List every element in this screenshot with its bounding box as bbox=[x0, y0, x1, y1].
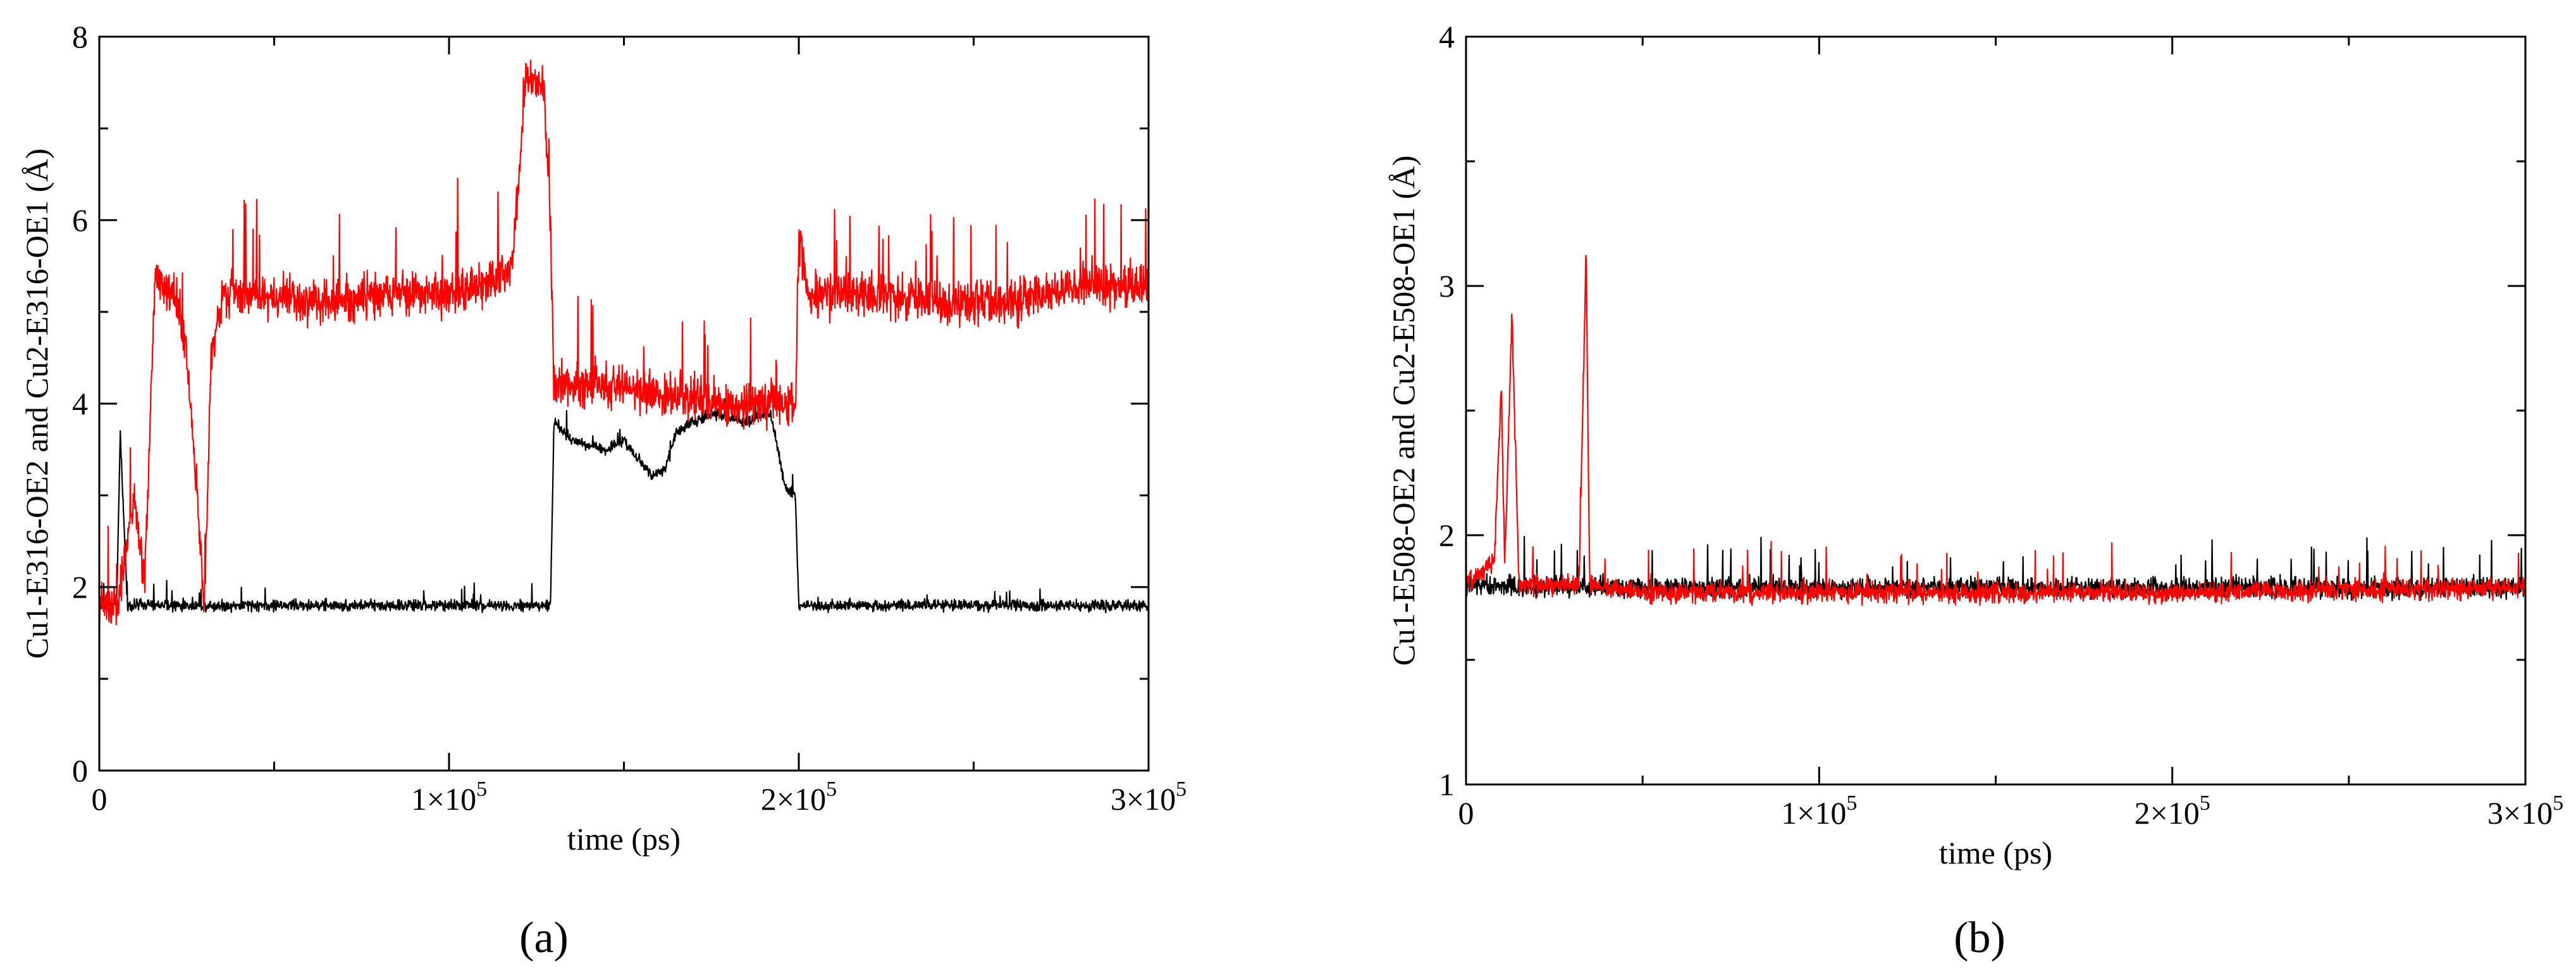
panel-b-ytick-label: 4 bbox=[1439, 19, 1455, 54]
panel-a-xtick-label: 3×105 bbox=[1111, 778, 1186, 817]
panel-a-ytick-label: 2 bbox=[72, 569, 88, 605]
panel-a-ytick-label: 8 bbox=[72, 19, 88, 54]
panel-a-ytick-label: 6 bbox=[72, 202, 88, 238]
panel-a-xtick-label: 2×105 bbox=[761, 778, 837, 817]
panel-b-xtick-label: 3×105 bbox=[2487, 791, 2563, 831]
panel-b-y-axis-label: Cu1-E508-OE2 and Cu2-E508-OE1 (Å) bbox=[1386, 156, 1421, 666]
panel-b-plot-area bbox=[1466, 254, 2525, 606]
panel-a-xtick-label: 0 bbox=[92, 781, 108, 817]
caption-a: (a) bbox=[519, 914, 569, 962]
panel-a-xtick-label: 1×105 bbox=[411, 778, 487, 817]
panel-b-xtick-label: 0 bbox=[1458, 795, 1474, 831]
panel-a-series-line-1 bbox=[99, 59, 1149, 626]
panel-b-ytick-label: 1 bbox=[1439, 767, 1455, 802]
panel-a-series-line-0 bbox=[99, 398, 1149, 614]
panel-b-frame bbox=[1465, 35, 2527, 786]
panel-a-x-axis-label: time (ps) bbox=[567, 821, 681, 857]
panel-b-xtick-label: 1×105 bbox=[1781, 791, 1857, 831]
panel-b-xtick-label: 2×105 bbox=[2135, 791, 2210, 831]
chart-panel-a: 0 2 4 6 8 0 1×105 2×105 3×105 time (ps) Cu1-E316-O… bbox=[19, 19, 1186, 857]
panel-b-ytick-label: 3 bbox=[1439, 268, 1455, 304]
panel-a-frame bbox=[98, 35, 1150, 772]
chart-panel-b: 1 2 3 4 0 1×105 2×105 3×105 time (ps) Cu1-E508-OE… bbox=[1386, 19, 2563, 871]
caption-b: (b) bbox=[1954, 914, 2006, 962]
panel-a-plot-area bbox=[99, 59, 1149, 626]
panel-a-y-axis-label: Cu1-E316-OE2 and Cu2-E316-OE1 (Å) bbox=[19, 149, 54, 659]
panel-a-ytick-label: 4 bbox=[72, 386, 88, 421]
panel-b-ytick-label: 2 bbox=[1439, 517, 1455, 553]
panel-b-x-axis-label: time (ps) bbox=[1939, 835, 2052, 871]
panel-b-series-line-1 bbox=[1466, 254, 2525, 606]
panel-a-ytick-label: 0 bbox=[72, 753, 88, 788]
